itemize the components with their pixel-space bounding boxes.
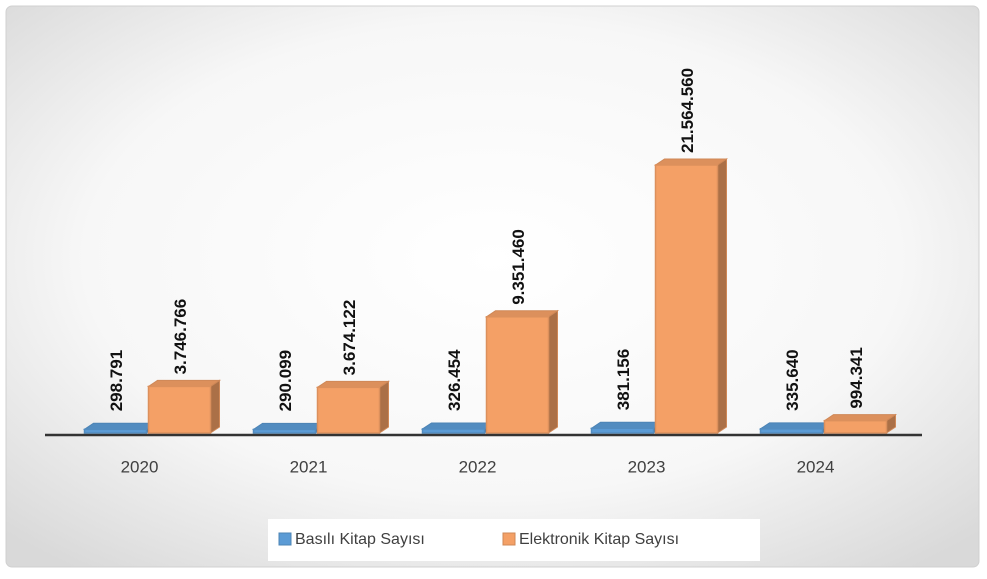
data-label: 21.564.560 <box>678 68 697 153</box>
bar-front <box>252 428 317 434</box>
data-label: 381.156 <box>614 349 633 410</box>
bar <box>758 421 834 434</box>
legend-label: Basılı Kitap Sayısı <box>295 531 425 548</box>
bar <box>589 421 665 434</box>
bar-top <box>822 414 898 422</box>
bar-front <box>654 164 719 434</box>
bar-side <box>379 380 389 434</box>
data-label: 298.791 <box>107 350 126 411</box>
bar-top <box>82 422 158 430</box>
bar-top <box>146 379 222 387</box>
plot <box>82 158 898 434</box>
chart-frame <box>5 5 980 568</box>
data-label: 290.099 <box>276 350 295 411</box>
bar <box>82 422 158 434</box>
legend-swatch <box>278 532 292 546</box>
bar <box>315 380 391 434</box>
bar-top <box>484 310 560 318</box>
bar-front <box>485 316 550 434</box>
bar-top <box>653 158 729 166</box>
bar <box>251 422 327 434</box>
bar-top <box>589 421 665 429</box>
bar-front <box>147 385 212 434</box>
bar-top <box>251 422 327 430</box>
data-label: 3.746.766 <box>171 299 190 375</box>
bar-front <box>823 419 888 434</box>
data-label: 326.454 <box>445 349 464 411</box>
bar <box>146 379 222 434</box>
bar-front <box>83 428 148 434</box>
bar-side <box>548 309 558 434</box>
bar-front <box>590 427 655 434</box>
bar-top <box>420 422 496 430</box>
bar-front <box>316 386 381 434</box>
x-tick-label: 2023 <box>628 457 666 476</box>
bar-front <box>759 428 824 434</box>
legend-swatch <box>502 532 516 546</box>
data-label: 9.351.460 <box>509 229 528 305</box>
bar-top <box>315 380 391 388</box>
data-label: 335.640 <box>783 349 802 410</box>
bar-front <box>421 428 486 434</box>
data-label: 994.341 <box>847 347 866 408</box>
legend-label: Elektronik Kitap Sayısı <box>519 531 679 548</box>
bar <box>822 413 898 434</box>
bar-side <box>717 158 727 434</box>
bar <box>420 422 496 434</box>
bar <box>484 309 560 434</box>
x-tick-label: 2020 <box>121 457 159 476</box>
bar <box>653 158 729 434</box>
x-tick-label: 2022 <box>459 457 497 476</box>
x-tick-label: 2024 <box>797 457 835 476</box>
x-tick-label: 2021 <box>290 457 328 476</box>
bar-top <box>758 422 834 430</box>
data-label: 3.674.122 <box>340 300 359 376</box>
bar-side <box>210 379 220 434</box>
